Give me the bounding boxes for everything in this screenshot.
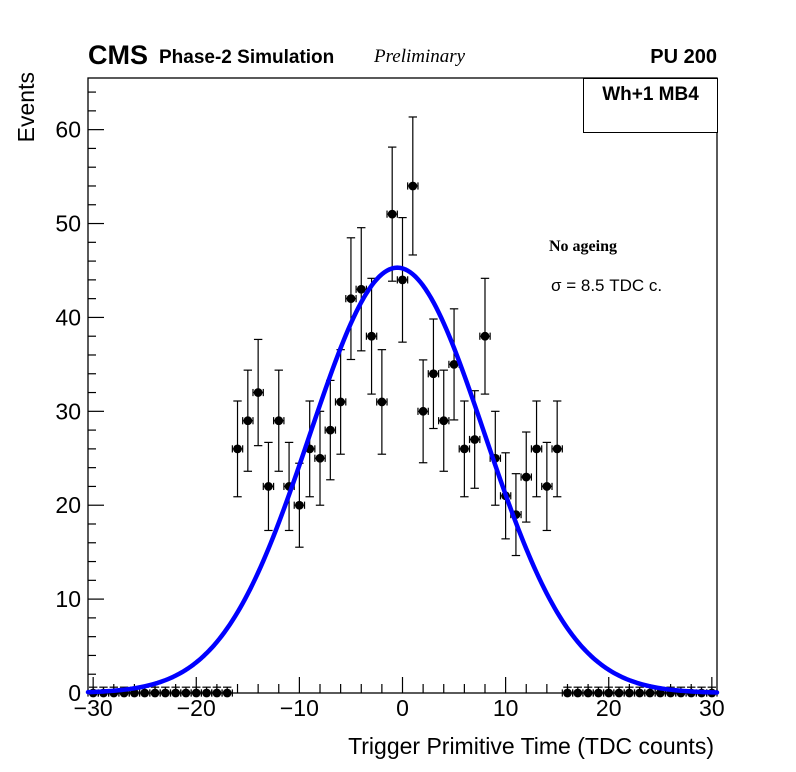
x-axis: −30 −20 −10 0 10 20 30 Trigger Primitive Time (…	[74, 677, 725, 759]
data-point	[624, 688, 634, 698]
y-tick-label: 0	[68, 680, 81, 706]
data-point	[532, 444, 541, 454]
y-tick-label: 20	[55, 492, 81, 518]
data-point	[583, 688, 593, 698]
phase2-simulation-label: Phase-2 Simulation	[159, 47, 335, 68]
y-tick-label: 30	[55, 398, 81, 424]
pileup-label: PU 200	[650, 46, 717, 68]
y-tick-label: 50	[55, 211, 81, 237]
data-points	[87, 116, 718, 698]
data-point	[480, 331, 490, 341]
data-point	[264, 482, 273, 491]
data-point	[336, 397, 346, 407]
data-point	[563, 688, 572, 698]
data-point	[645, 688, 655, 698]
data-point	[160, 688, 170, 698]
annotation-no-ageing: No ageing	[549, 238, 617, 255]
plot-frame	[87, 77, 718, 694]
chamber-label-box: Wh+1 MB4	[583, 78, 718, 133]
data-point	[243, 416, 253, 426]
data-point	[429, 369, 438, 379]
data-point	[594, 688, 603, 698]
x-axis-title: Trigger Primitive Time (TDC counts)	[348, 733, 714, 759]
x-tick-label: −20	[177, 695, 216, 721]
data-point	[573, 688, 583, 698]
data-point	[150, 688, 160, 698]
data-point	[552, 444, 562, 454]
data-point	[542, 482, 552, 491]
chamber-label: Wh+1 MB4	[602, 84, 699, 105]
data-point	[294, 500, 304, 510]
x-tick-label: −30	[74, 695, 113, 721]
data-point	[387, 209, 397, 219]
data-point	[140, 688, 150, 698]
x-tick-label: −10	[280, 695, 319, 721]
data-point	[315, 453, 325, 463]
data-point	[367, 331, 376, 341]
x-tick-label: 0	[396, 695, 409, 721]
data-point	[459, 444, 469, 454]
data-point	[171, 688, 181, 698]
cms-logo-text: CMS	[88, 40, 148, 70]
data-point	[635, 688, 645, 698]
data-point	[521, 472, 531, 482]
data-point	[398, 275, 407, 285]
data-point	[222, 688, 232, 698]
data-point	[418, 406, 428, 416]
gaussian-fit-line	[85, 265, 720, 695]
data-point	[346, 294, 356, 304]
data-point	[377, 397, 387, 407]
data-point	[202, 688, 211, 698]
x-tick-label: 10	[493, 695, 519, 721]
y-tick-label: 40	[55, 304, 81, 330]
data-point	[253, 388, 263, 397]
data-point	[212, 688, 222, 698]
data-point	[470, 435, 480, 444]
preliminary-label: Preliminary	[374, 46, 466, 67]
y-axis: 0 10 20 30 40 50 60 Events	[13, 72, 104, 706]
data-point	[439, 416, 449, 426]
annotation-sigma: σ = 8.5 TDC c.	[551, 276, 663, 295]
x-tick-label: 20	[596, 695, 622, 721]
data-point	[191, 688, 201, 698]
data-point	[325, 425, 335, 435]
y-axis-title: Events	[13, 72, 39, 142]
data-point	[604, 688, 614, 698]
x-tick-label: 30	[699, 695, 725, 721]
data-point	[449, 359, 459, 369]
data-point	[614, 688, 624, 698]
y-tick-label: 10	[55, 586, 81, 612]
data-point	[274, 416, 284, 426]
fit-curve	[85, 265, 720, 695]
data-point	[233, 444, 242, 454]
data-point	[356, 284, 366, 294]
data-point	[181, 688, 191, 698]
data-point	[408, 181, 418, 191]
y-tick-label: 60	[55, 117, 81, 143]
